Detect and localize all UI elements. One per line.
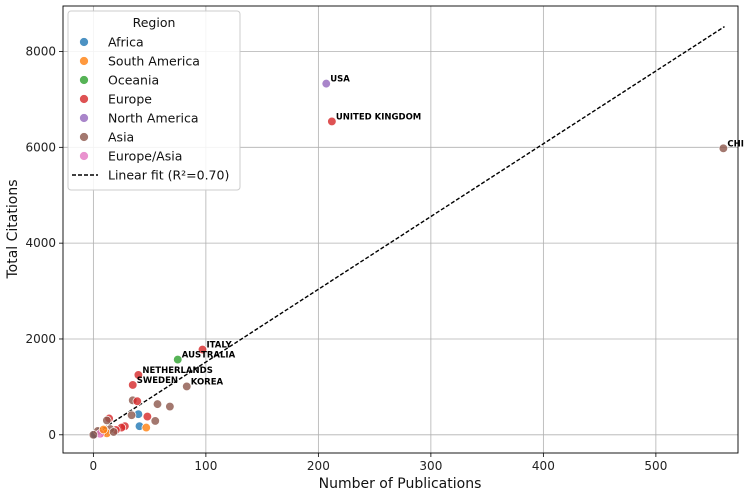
country-label: ITALY <box>207 341 233 351</box>
country-label: SWEDEN <box>137 376 178 386</box>
country-label: KOREA <box>191 377 224 387</box>
legend-box <box>67 10 241 191</box>
data-point <box>141 422 151 433</box>
legend-marker <box>79 151 89 161</box>
data-point <box>173 354 183 365</box>
legend-entry: Oceania <box>108 73 159 88</box>
data-point <box>98 424 109 435</box>
data-points <box>88 78 729 440</box>
data-point <box>150 416 160 426</box>
data-point <box>152 399 163 409</box>
axis-ticks: 0 100 200 300 400 500 0 2000 4000 6000 8000 <box>25 45 667 473</box>
legend-marker <box>79 56 89 66</box>
legend-marker <box>79 113 89 123</box>
legend-entry: North America <box>108 111 199 126</box>
data-point <box>126 410 137 420</box>
legend-marker <box>79 75 89 85</box>
legend-entry: Linear fit (R²=0.70) <box>108 168 229 183</box>
data-point <box>182 381 192 392</box>
data-point <box>102 415 112 426</box>
x-tick-label: 0 <box>90 459 98 473</box>
country-label: CHINA <box>727 139 744 149</box>
data-point <box>165 401 175 412</box>
legend-entry: Europe/Asia <box>108 149 182 164</box>
y-tick-label: 8000 <box>25 45 56 59</box>
country-label: NETHERLANDS <box>142 366 212 376</box>
data-point <box>133 370 144 380</box>
country-label: USA <box>330 75 350 85</box>
data-point <box>88 430 99 440</box>
legend-entry: South America <box>108 54 200 69</box>
x-tick-label: 100 <box>194 459 217 473</box>
plot-frame <box>62 5 739 454</box>
x-tick-label: 500 <box>644 459 667 473</box>
x-tick-label: 200 <box>307 459 330 473</box>
data-point <box>108 427 119 437</box>
legend-marker <box>79 94 89 104</box>
data-point <box>321 78 331 89</box>
data-point <box>327 116 337 127</box>
y-tick-label: 0 <box>48 428 56 442</box>
data-point <box>718 143 729 153</box>
y-tick-label: 4000 <box>25 236 56 250</box>
legend-entry: Asia <box>108 130 134 145</box>
legend-title: Region <box>133 15 176 30</box>
legend-marker <box>79 132 89 142</box>
data-point <box>142 411 153 422</box>
legend: Region Africa South America Oceania Europe N… <box>67 10 241 191</box>
legend-entry: Europe <box>108 92 152 107</box>
grid-lines <box>63 6 738 453</box>
y-tick-label: 2000 <box>25 332 56 346</box>
legend-entry: Africa <box>108 35 144 50</box>
fit-line-group <box>92 26 725 436</box>
country-label: UNITED KINGDOM <box>336 112 421 122</box>
x-tick-label: 300 <box>419 459 442 473</box>
fit-line <box>92 26 725 436</box>
x-tick-label: 400 <box>532 459 555 473</box>
data-point <box>197 344 208 355</box>
legend-marker <box>79 37 89 47</box>
x-axis-label: Number of Publications <box>319 476 482 492</box>
country-label: AUSTRALIA <box>182 351 236 361</box>
y-tick-label: 6000 <box>25 140 56 154</box>
data-point <box>128 380 138 390</box>
y-axis-label: Total Citations <box>5 180 21 280</box>
data-point <box>132 396 142 406</box>
